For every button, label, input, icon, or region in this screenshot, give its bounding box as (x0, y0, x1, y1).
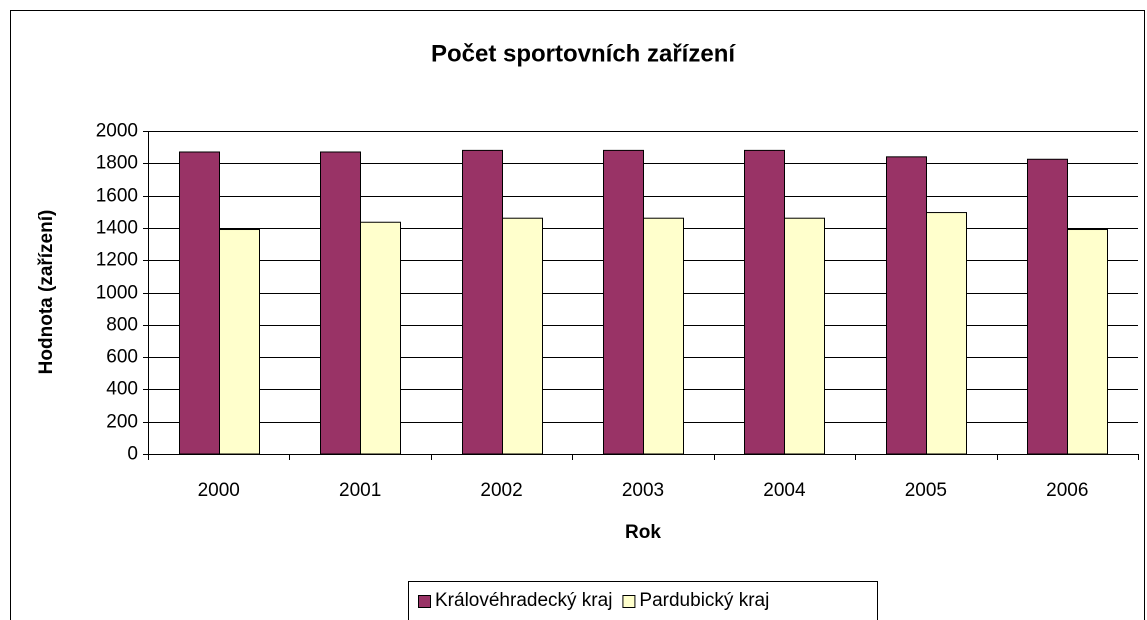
bar (462, 149, 503, 455)
x-axis-label: Rok (625, 522, 661, 543)
x-tick-label: 2006 (1046, 480, 1088, 501)
bar (320, 151, 361, 455)
bar (179, 151, 220, 455)
legend-label: Pardubický kraj (639, 590, 769, 611)
legend (408, 581, 878, 620)
y-tick-label: 400 (106, 379, 138, 400)
y-tick-label: 1800 (96, 153, 138, 174)
y-tick-label: 1000 (96, 283, 138, 304)
chart-title: Počet sportovních zařízení (431, 40, 736, 67)
bar (360, 221, 401, 455)
bar (1067, 229, 1108, 455)
y-tick-label: 1200 (96, 250, 138, 271)
bar (926, 212, 967, 455)
x-tick-label: 2000 (198, 480, 240, 501)
y-tick-label: 800 (106, 315, 138, 336)
y-tick-label: 600 (106, 347, 138, 368)
y-tick-label: 1400 (96, 218, 138, 239)
legend-swatch (622, 595, 636, 608)
y-axis-label: Hodnota (zařízení) (36, 210, 57, 375)
bar (784, 217, 825, 455)
x-tick-label: 2004 (763, 480, 806, 501)
x-tick-label: 2002 (480, 480, 522, 501)
bar (643, 217, 684, 455)
bar (1027, 158, 1068, 455)
legend-swatch (418, 595, 431, 608)
bar (744, 149, 785, 455)
legend-label: Královéhradecký kraj (435, 590, 612, 611)
y-tick-label: 2000 (96, 121, 138, 142)
bar (886, 156, 927, 455)
x-tick-label: 2005 (905, 480, 947, 501)
bar (603, 149, 644, 455)
bar (502, 217, 543, 455)
y-tick-label: 0 (127, 444, 138, 465)
y-tick-label: 1600 (96, 186, 138, 207)
bar (219, 229, 260, 455)
x-tick-label: 2003 (622, 480, 664, 501)
y-tick-label: 200 (106, 412, 138, 433)
x-tick-label: 2001 (339, 480, 381, 501)
